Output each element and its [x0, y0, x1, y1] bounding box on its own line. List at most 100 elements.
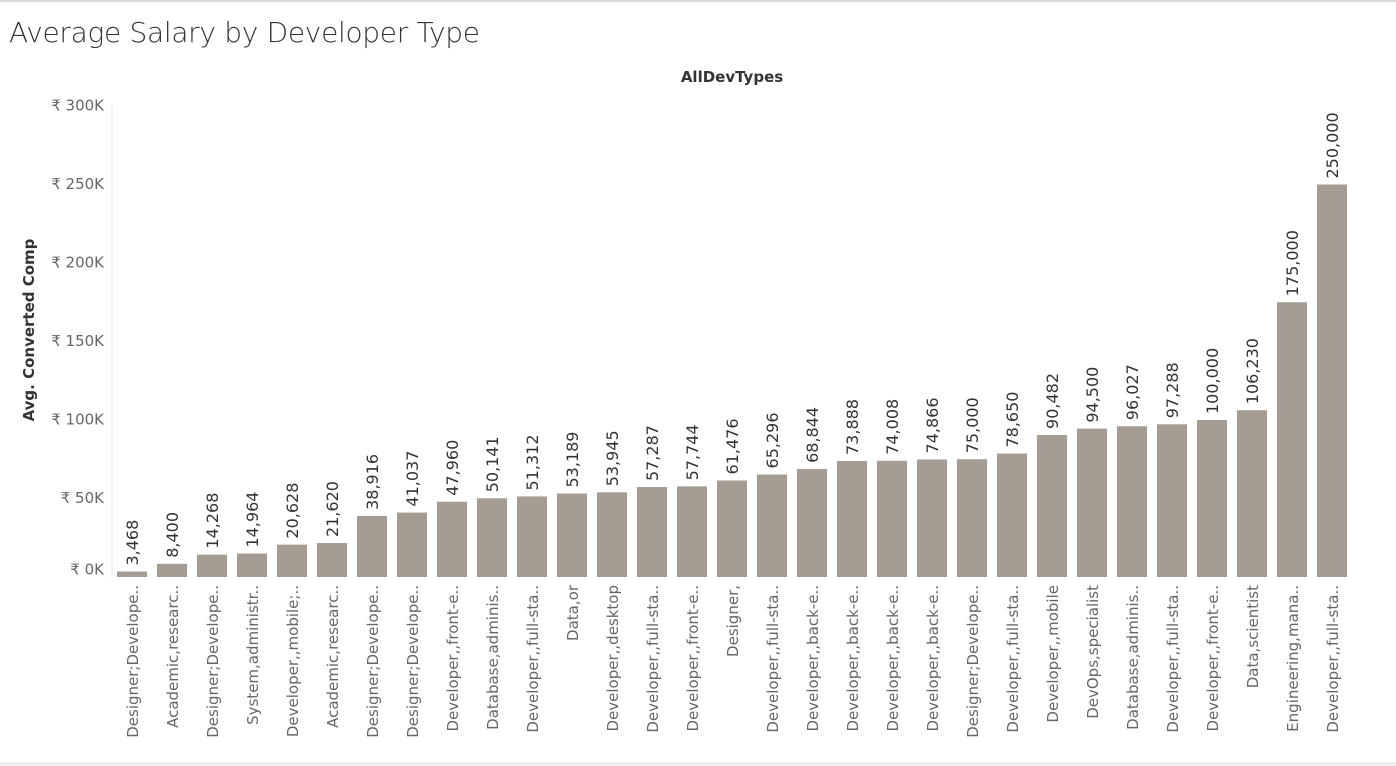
bar [1117, 426, 1147, 577]
data-label: 21,620 [323, 481, 342, 537]
data-label: 57,287 [643, 425, 662, 481]
bar [797, 468, 827, 577]
data-label: 78,650 [1003, 392, 1022, 448]
bar [1317, 184, 1347, 577]
category-label: Developer,,full-sta.. [764, 585, 782, 733]
data-label: 51,312 [523, 434, 542, 490]
bar [197, 554, 227, 577]
bar [1157, 424, 1187, 577]
category-label: Developer,,front-e.. [684, 585, 702, 732]
bar [877, 460, 907, 577]
category-label: Developer,,full-sta.. [1004, 585, 1022, 733]
y-tick-label: ₹ 100K [51, 411, 105, 429]
category-label: Developer,,full-sta.. [524, 585, 542, 733]
data-label: 90,482 [1043, 373, 1062, 429]
bar [597, 492, 627, 577]
column-header: AllDevTypes [681, 68, 783, 86]
bar [437, 501, 467, 577]
bar [357, 515, 387, 577]
y-tick-label: ₹ 50K [61, 489, 105, 507]
data-label: 96,027 [1123, 364, 1142, 420]
data-label: 106,230 [1243, 338, 1262, 404]
category-label: Developer,,back-e.. [804, 585, 822, 732]
category-label: Developer,,mobile [1044, 585, 1062, 723]
category-label: Database,adminis.. [1124, 585, 1142, 730]
data-labels-group: 3,468 8,400 14,268 14,964 20,628 21,620 38,916… [123, 112, 1342, 565]
data-label: 65,296 [763, 413, 782, 469]
data-label: 47,960 [443, 440, 462, 496]
data-label: 14,964 [243, 492, 262, 548]
data-label: 8,400 [163, 512, 182, 558]
y-tick-label: ₹ 200K [51, 254, 105, 272]
bar [1197, 420, 1227, 577]
category-label: System,administr.. [244, 585, 262, 725]
data-label: 94,500 [1083, 367, 1102, 423]
bar [1277, 302, 1307, 577]
data-label: 100,000 [1203, 348, 1222, 414]
category-label: Data,or [564, 584, 582, 641]
category-label: Designer;Develope.. [204, 585, 222, 738]
category-label: Developer,,back-e.. [844, 585, 862, 732]
data-label: 50,141 [483, 436, 502, 492]
category-label: Developer,,full-sta.. [644, 585, 662, 733]
data-label: 73,888 [843, 399, 862, 455]
data-label: 3,468 [123, 520, 142, 566]
category-label: Developer,,full-sta.. [1324, 585, 1342, 733]
bar [397, 512, 427, 577]
bar [1237, 410, 1267, 577]
bar [157, 563, 187, 577]
category-label: Developer,,full-sta.. [1164, 585, 1182, 733]
category-label: Data,scientist [1244, 585, 1262, 688]
category-label: Designer;Develope.. [364, 585, 382, 738]
y-axis: ₹ 0K ₹ 50K ₹ 100K ₹ 150K ₹ 200K ₹ 250K ₹ 300K [51, 97, 105, 579]
category-label: Developer,,back-e.. [884, 585, 902, 732]
bar [1077, 428, 1107, 577]
data-label: 20,628 [283, 483, 302, 539]
bar [717, 480, 747, 577]
bar [317, 543, 347, 577]
category-label: Developer,,mobile;.. [284, 585, 302, 737]
bar [237, 553, 267, 577]
y-tick-label: ₹ 300K [51, 97, 105, 115]
category-labels-group: Designer;Develope.. Academic,researc.. Des… [124, 584, 1342, 738]
data-label: 74,866 [923, 397, 942, 453]
category-label: Designer;Develope.. [124, 585, 142, 738]
category-label: Developer,,back-e.. [924, 585, 942, 732]
y-axis-title: Avg. Converted Comp [20, 238, 38, 421]
bar [637, 487, 667, 577]
bar [837, 460, 867, 577]
data-label: 53,189 [563, 432, 582, 488]
bar [477, 498, 507, 577]
category-label: Developer,,desktop [604, 585, 622, 732]
bar [917, 459, 947, 577]
y-tick-label: ₹ 250K [51, 175, 105, 193]
chart-title: Average Salary by Developer Type [9, 16, 480, 49]
data-label: 14,268 [203, 493, 222, 549]
category-label: Engineering,mana.. [1284, 585, 1302, 732]
data-label: 74,008 [883, 399, 902, 455]
bar [277, 544, 307, 577]
data-label: 68,844 [803, 407, 822, 463]
bar [957, 459, 987, 577]
bar [117, 571, 147, 577]
bar [557, 493, 587, 577]
category-label: Database,adminis.. [484, 585, 502, 730]
category-label: Academic,researc.. [324, 585, 342, 728]
category-label: Developer,,front-e.. [1204, 585, 1222, 732]
data-label: 97,288 [1163, 362, 1182, 418]
data-label: 53,945 [603, 430, 622, 486]
y-tick-label: ₹ 0K [70, 561, 105, 579]
data-label: 57,744 [683, 424, 702, 480]
bar [1037, 434, 1067, 577]
category-label: Designer;Develope.. [964, 585, 982, 738]
data-label: 61,476 [723, 418, 742, 474]
y-tick-label: ₹ 150K [51, 332, 105, 350]
bottom-rule [0, 762, 1396, 766]
bar [757, 474, 787, 577]
top-rule [0, 0, 1396, 2]
category-label: Designer;Develope.. [404, 585, 422, 738]
category-label: Academic,researc.. [164, 585, 182, 728]
data-label: 38,916 [363, 454, 382, 510]
bar [517, 496, 547, 577]
